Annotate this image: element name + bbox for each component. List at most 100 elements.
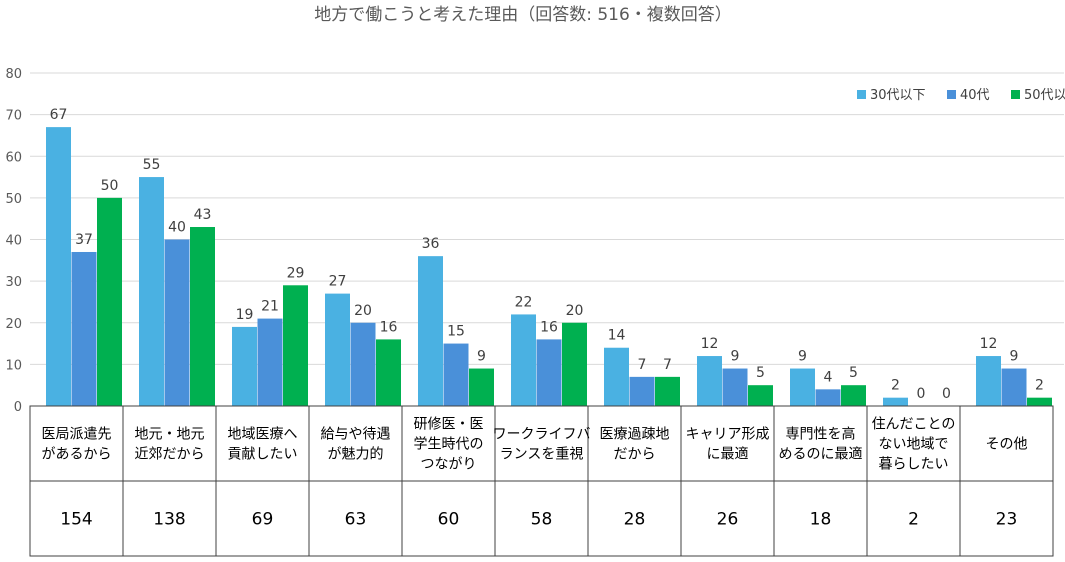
bar [190,227,215,406]
bar [71,251,97,406]
bar [790,368,815,406]
bar [697,356,722,406]
bar [350,322,376,406]
category-label: ワークライフバランスを重視 [493,427,591,463]
y-tick-label: 20 [5,317,22,332]
total-value: 28 [624,510,646,530]
category-label: 医療過疎地だから [600,426,670,463]
category-label: 住んだことのない地域で暮らしたい [872,417,956,473]
y-tick-label: 30 [5,275,22,290]
data-label: 36 [422,236,440,252]
data-label: 43 [194,207,212,223]
data-label: 2 [891,378,900,394]
data-label: 50 [101,178,119,194]
y-tick-label: 80 [5,67,22,82]
bar [257,318,283,406]
bar [443,343,469,406]
bar [164,239,190,406]
data-label: 9 [1010,349,1019,365]
category-label: 給与や待遇が魅力的 [321,427,391,463]
data-label: 5 [849,365,858,381]
total-value: 26 [717,510,739,530]
data-label: 12 [701,336,719,352]
data-label: 29 [287,265,305,281]
category-label: その他 [986,437,1028,453]
data-label: 14 [608,328,626,344]
bar [815,389,841,406]
bar [629,376,655,406]
legend-swatch [947,90,956,99]
total-value: 69 [252,510,274,530]
bar [139,177,164,406]
data-label: 9 [731,349,740,365]
y-tick-label: 0 [14,400,22,415]
bar [376,339,401,406]
data-table: 医局派遣先があるから 154 地元・地元近郊だから 138 地域医療へ貢献したい 69 給与… [29,405,1054,557]
bar [1001,368,1027,406]
data-label: 55 [143,157,161,173]
total-value: 60 [438,510,460,530]
legend-label: 30代以下 [870,88,926,103]
category-label: 研修医・医学生時代のつながり [414,417,484,473]
y-axis-tick-labels: 0 10 20 30 40 50 60 70 80 [5,67,22,415]
data-label: 15 [447,324,465,340]
data-label: 20 [354,303,372,319]
bar [511,314,536,406]
category-label: 専門性を高めるのに最適 [779,426,863,463]
data-label: 19 [236,307,254,323]
data-label: 22 [515,294,533,310]
data-label: 67 [50,107,68,123]
data-label: 16 [540,319,558,335]
data-label: 37 [75,232,93,248]
bar [748,385,773,406]
bars [46,127,1052,407]
bar [841,385,866,406]
legend-swatch [1011,90,1020,99]
data-label: 4 [824,369,833,385]
data-label: 7 [663,357,672,373]
legend: 30代以下 40代 50代以上 [857,88,1065,103]
data-label: 5 [756,365,765,381]
legend-label: 50代以上 [1024,88,1065,103]
total-value: 58 [531,510,553,530]
bar [536,339,562,406]
bar [232,326,257,406]
category-label: 医局派遣先があるから [42,427,112,463]
data-label: 0 [917,386,926,402]
data-label: 12 [980,336,998,352]
data-label: 9 [477,349,486,365]
bar [655,376,680,406]
total-value: 63 [345,510,367,530]
bar [418,256,443,406]
total-value: 138 [153,510,185,530]
legend-swatch [857,90,866,99]
bar [562,322,587,406]
chart-title: 地方で働こうと考えた理由（回答数: 516・複数回答） [314,5,732,25]
data-label: 20 [566,303,584,319]
total-value: 23 [996,510,1018,530]
data-label: 16 [380,319,398,335]
bar [469,368,494,406]
category-label: 地元・地元近郊だから [135,427,205,463]
data-label: 27 [329,274,347,290]
bar [97,197,122,406]
bar [283,285,308,406]
y-tick-label: 50 [5,192,22,207]
bar [46,127,71,407]
data-label: 2 [1035,378,1044,394]
bar [883,397,908,406]
bar [604,347,629,406]
total-value: 154 [60,510,92,530]
bar [976,356,1001,406]
y-tick-label: 70 [5,109,22,124]
category-label: キャリア形成に最適 [686,427,770,463]
y-tick-label: 10 [5,358,22,373]
data-label: 21 [261,299,279,315]
bar [722,368,748,406]
data-label: 40 [168,220,186,236]
y-tick-label: 40 [5,234,22,249]
legend-label: 40代 [960,88,990,103]
